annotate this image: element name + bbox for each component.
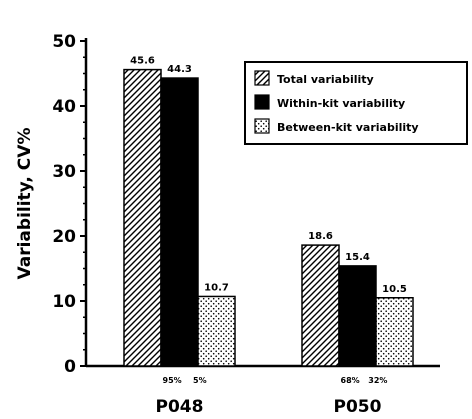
legend: Total variability Within-kit variability B…	[244, 61, 468, 145]
data-label: 18.6	[308, 231, 333, 242]
y-tick-label: 40	[52, 97, 76, 117]
bar-p050-within-kit	[338, 265, 377, 367]
percent-annotation: 32%	[368, 376, 387, 385]
data-label: 10.5	[382, 284, 407, 295]
bar-p048-total	[123, 68, 162, 367]
y-axis-label: Variability, CV%	[15, 128, 35, 280]
data-label: 10.7	[204, 282, 229, 293]
bar-p048-within-kit	[160, 77, 199, 367]
data-label: 15.4	[345, 252, 370, 263]
x-category-label: P050	[334, 397, 382, 417]
percent-annotation: 5%	[193, 376, 207, 385]
legend-swatch-hatch	[254, 70, 270, 86]
legend-entry-label: Between-kit variability	[277, 121, 419, 134]
labels: 45.6 44.3 10.7 P048 95% 5% 18.6 15.4 10.5 P050 68%…	[130, 56, 407, 417]
percent-annotation: 95%	[163, 376, 182, 385]
y-tick-label: 30	[52, 162, 76, 182]
y-tick-label: 20	[52, 227, 76, 247]
legend-swatch-solid	[254, 94, 270, 110]
legend-box	[244, 61, 468, 145]
data-label: 44.3	[167, 64, 192, 75]
bars	[123, 68, 414, 367]
bar-p050-total	[301, 244, 340, 367]
legend-entry-label: Total variability	[277, 73, 374, 86]
bar-p048-between-kit	[197, 295, 236, 367]
legend-swatch-dots	[254, 118, 270, 134]
data-label: 45.6	[130, 56, 155, 67]
y-tick-label: 0	[64, 357, 76, 377]
y-tick-label: 50	[52, 32, 76, 52]
y-tick-label: 10	[52, 292, 76, 312]
bar-p050-between-kit	[375, 297, 414, 367]
legend-entry-label: Within-kit variability	[277, 97, 405, 110]
percent-annotation: 68%	[341, 376, 360, 385]
x-category-label: P048	[156, 397, 204, 417]
